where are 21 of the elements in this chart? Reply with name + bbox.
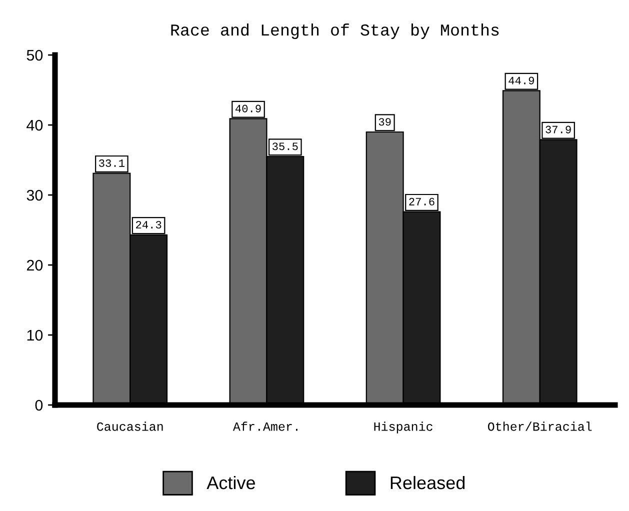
x-tick-label: Other/Biracial <box>488 422 592 431</box>
data-label: 39 <box>378 118 391 126</box>
x-tick-label: Hispanic <box>374 422 432 434</box>
data-label: 37.9 <box>546 126 571 134</box>
y-tick-label: 30 <box>26 190 43 201</box>
chart-title: Race and Length of Stay by Months <box>171 23 499 40</box>
y-tick-label: 40 <box>26 120 43 131</box>
x-tick-label: Afr.Amer. <box>232 422 298 431</box>
y-tick-label: 10 <box>27 330 43 341</box>
y-tick-label: 50 <box>26 50 43 61</box>
data-label: 40.9 <box>235 104 261 112</box>
data-label: 24.3 <box>136 220 162 229</box>
y-tick-label: 20 <box>26 260 43 271</box>
data-label: 35.5 <box>272 142 298 150</box>
data-label: 44.9 <box>508 76 534 84</box>
y-tick-label: 0 <box>35 400 43 411</box>
legend-label: Active <box>206 476 255 490</box>
data-label: 27.6 <box>409 198 434 206</box>
data-label: 33.1 <box>99 159 124 167</box>
legend-label: Released <box>390 476 465 490</box>
x-tick-label: Caucasian <box>97 422 163 431</box>
